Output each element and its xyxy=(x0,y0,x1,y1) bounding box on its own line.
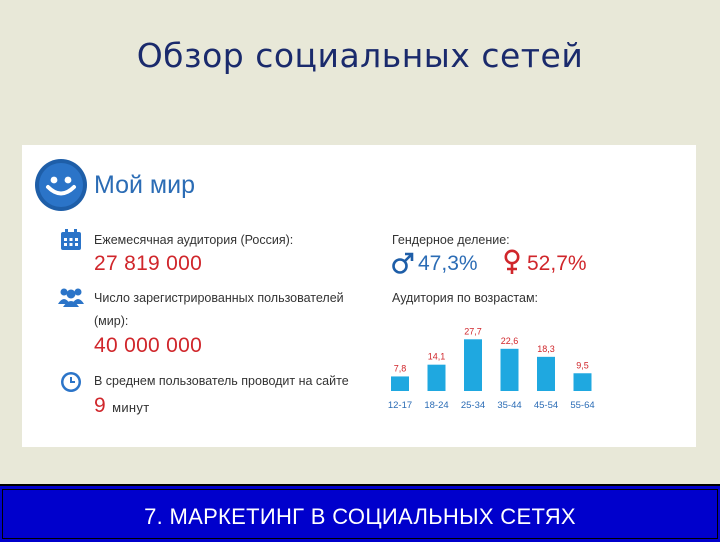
bar-25-34 xyxy=(464,339,482,391)
age-bar-chart: 7,8 12-17 14,1 18-24 27,7 25-34 22,6 35-44 18,3 4… xyxy=(388,326,595,411)
time-on-site-unit: минут xyxy=(112,400,150,415)
value-label-25-34: 27,7 xyxy=(464,326,482,336)
female-symbol-icon xyxy=(504,249,520,274)
calendar-icon xyxy=(61,229,81,250)
bar-12-17 xyxy=(391,376,409,391)
brand-name: Мой мир xyxy=(94,171,195,199)
time-on-site-label: В среднем пользователь проводит на сайте xyxy=(94,374,349,388)
time-on-site-number: 9 xyxy=(94,394,106,417)
value-label-35-44: 22,6 xyxy=(501,336,519,346)
smiley-logo-icon xyxy=(35,159,87,211)
time-on-site-value: 9 минут xyxy=(94,394,149,418)
category-label-12-17: 12-17 xyxy=(388,400,412,411)
registered-users-value: 40 000 000 xyxy=(94,334,203,357)
category-label-35-44: 35-44 xyxy=(497,400,521,411)
category-label-55-64: 55-64 xyxy=(570,400,594,411)
footer-text: 7. МАРКЕТИНГ В СОЦИАЛЬНЫХ СЕТЯХ xyxy=(144,504,576,529)
value-label-55-64: 9,5 xyxy=(576,360,589,370)
users-group-icon xyxy=(58,288,84,307)
footer-inner: 7. МАРКЕТИНГ В СОЦИАЛЬНЫХ СЕТЯХ xyxy=(2,489,718,539)
female-percentage: 52,7% xyxy=(527,252,587,275)
registered-users-label-line1: Число зарегистрированных пользователей xyxy=(94,291,344,305)
registered-users-label-line2: (мир): xyxy=(94,314,129,328)
monthly-audience-label: Ежемесячная аудитория (Россия): xyxy=(94,233,294,247)
value-label-12-17: 7,8 xyxy=(394,363,407,373)
age-audience-label: Аудитория по возрастам: xyxy=(392,291,539,305)
gender-label: Гендерное деление: xyxy=(392,233,510,247)
bar-45-54 xyxy=(537,356,555,391)
bar-18-24 xyxy=(427,364,446,391)
bar-35-44 xyxy=(500,348,519,391)
category-label-45-54: 45-54 xyxy=(534,400,558,411)
footer-bar: 7. МАРКЕТИНГ В СОЦИАЛЬНЫХ СЕТЯХ xyxy=(0,484,720,542)
monthly-audience-value: 27 819 000 xyxy=(94,252,203,275)
category-label-18-24: 18-24 xyxy=(424,400,448,411)
value-label-18-24: 14,1 xyxy=(428,352,446,362)
value-label-45-54: 18,3 xyxy=(537,344,555,354)
bar-55-64 xyxy=(573,373,592,391)
male-percentage: 47,3% xyxy=(418,252,478,275)
slide-title: Обзор социальных сетей xyxy=(136,36,584,75)
male-symbol-icon xyxy=(392,252,414,274)
category-label-25-34: 25-34 xyxy=(461,400,485,411)
social-network-card: Мой мир Ежемесячная аудитория (Россия): … xyxy=(22,145,696,447)
clock-icon xyxy=(61,372,81,392)
